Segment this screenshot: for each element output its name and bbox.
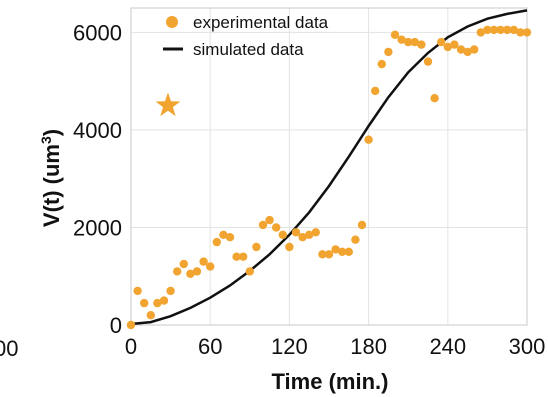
x-tick-label: 60 xyxy=(198,334,222,359)
experimental-data-point xyxy=(476,28,485,37)
experimental-data-point xyxy=(291,228,301,237)
plot-frame xyxy=(130,7,528,326)
experimental-data-point xyxy=(245,267,254,276)
experimental-data-point xyxy=(186,269,195,278)
y-axis-title-close: ) xyxy=(39,129,64,136)
experimental-data-point xyxy=(397,35,406,44)
left-edge-fragment: 00 xyxy=(0,336,18,361)
experimental-data-point xyxy=(522,28,532,37)
experimental-data-point xyxy=(212,237,221,247)
experimental-data-point xyxy=(364,135,373,144)
experimental-data-point xyxy=(311,228,320,237)
experimental-data-point xyxy=(437,37,446,47)
experimental-data-point xyxy=(371,86,380,96)
experimental-data-point xyxy=(305,230,314,239)
experimental-data-point xyxy=(199,257,208,266)
simulated-data-line xyxy=(130,9,528,326)
legend-label-simulated: simulated data xyxy=(193,40,304,59)
annotation-layer xyxy=(155,92,181,117)
experimental-data-point xyxy=(410,37,419,47)
experimental-data-point xyxy=(430,94,439,103)
experimental-data-point xyxy=(324,250,334,259)
experimental-data-point xyxy=(456,45,466,54)
experimental-data-point xyxy=(219,230,228,239)
experimental-data-point xyxy=(489,25,499,35)
experimental-data-point xyxy=(192,267,202,276)
experimental-data-point xyxy=(503,25,512,35)
y-axis-title-superscript: 3 xyxy=(38,136,54,144)
experimental-data-point xyxy=(463,47,472,57)
experimental-data-point xyxy=(159,296,169,305)
experimental-data-point xyxy=(179,259,188,269)
experimental-data-point xyxy=(417,40,426,49)
experimental-data-point xyxy=(483,25,492,35)
x-tick-label: 300 xyxy=(509,334,546,359)
experimental-data-point xyxy=(390,30,400,39)
star-marker xyxy=(155,92,181,117)
experimental-data-point xyxy=(377,59,386,69)
experimental-data-point xyxy=(225,233,235,242)
experimental-data-point xyxy=(285,242,294,252)
experimental-data-point xyxy=(239,252,248,261)
experimental-data-point xyxy=(272,223,281,232)
experimental-data-point xyxy=(153,298,162,308)
experimental-data-point xyxy=(344,247,353,256)
x-tick-label: 120 xyxy=(271,334,308,359)
legend-label-experimental: experimental data xyxy=(193,13,329,32)
experimental-data-point xyxy=(146,311,155,320)
experimental-data-point xyxy=(404,37,413,47)
y-axis-title-main: V(t) (um xyxy=(39,144,64,227)
experimental-data-point xyxy=(126,320,136,330)
x-tick-label: 240 xyxy=(429,334,466,359)
experimental-data-point xyxy=(252,242,261,252)
experimental-data-point xyxy=(173,267,182,276)
experimental-data-point xyxy=(278,230,287,239)
y-tick-label: 6000 xyxy=(73,20,122,45)
experimental-data-point xyxy=(509,25,518,35)
experimental-data-point xyxy=(258,220,268,230)
experimental-data-point xyxy=(318,250,327,259)
experimental-data-point xyxy=(357,220,367,230)
experimental-data-point xyxy=(516,28,525,37)
y-axis: 0 2000 4000 6000 xyxy=(73,20,122,338)
legend: experimental data simulated data xyxy=(163,13,329,59)
experimental-data-point xyxy=(265,215,274,225)
experimental-data-point xyxy=(133,286,142,296)
experimental-data-point xyxy=(166,286,175,296)
experimental-data-point xyxy=(232,252,241,261)
y-tick-label: 0 xyxy=(110,313,122,338)
experimental-data-point xyxy=(351,235,360,244)
x-tick-label: 180 xyxy=(350,334,387,359)
experimental-data-point xyxy=(384,47,393,57)
y-tick-label: 4000 xyxy=(73,118,122,143)
experimental-data-point xyxy=(423,57,433,66)
experimental-data-point xyxy=(470,45,479,54)
experimental-data-point xyxy=(443,42,452,52)
experimental-data-point xyxy=(298,233,307,242)
y-axis-title: V(t) (um3) xyxy=(38,129,64,227)
x-axis: 0 60 120 180 240 300 xyxy=(125,334,545,359)
experimental-data-point xyxy=(331,245,340,254)
x-tick-label: 0 xyxy=(125,334,137,359)
legend-marker-experimental xyxy=(166,16,178,28)
experimental-data-point xyxy=(496,25,505,35)
series-layer xyxy=(126,9,532,330)
x-axis-title: Time (min.) xyxy=(272,369,389,394)
experimental-data-point xyxy=(450,40,459,49)
experimental-data-point xyxy=(338,247,347,256)
experimental-data-point xyxy=(206,262,215,271)
experimental-data-point xyxy=(140,298,149,308)
y-tick-label: 2000 xyxy=(73,215,122,240)
